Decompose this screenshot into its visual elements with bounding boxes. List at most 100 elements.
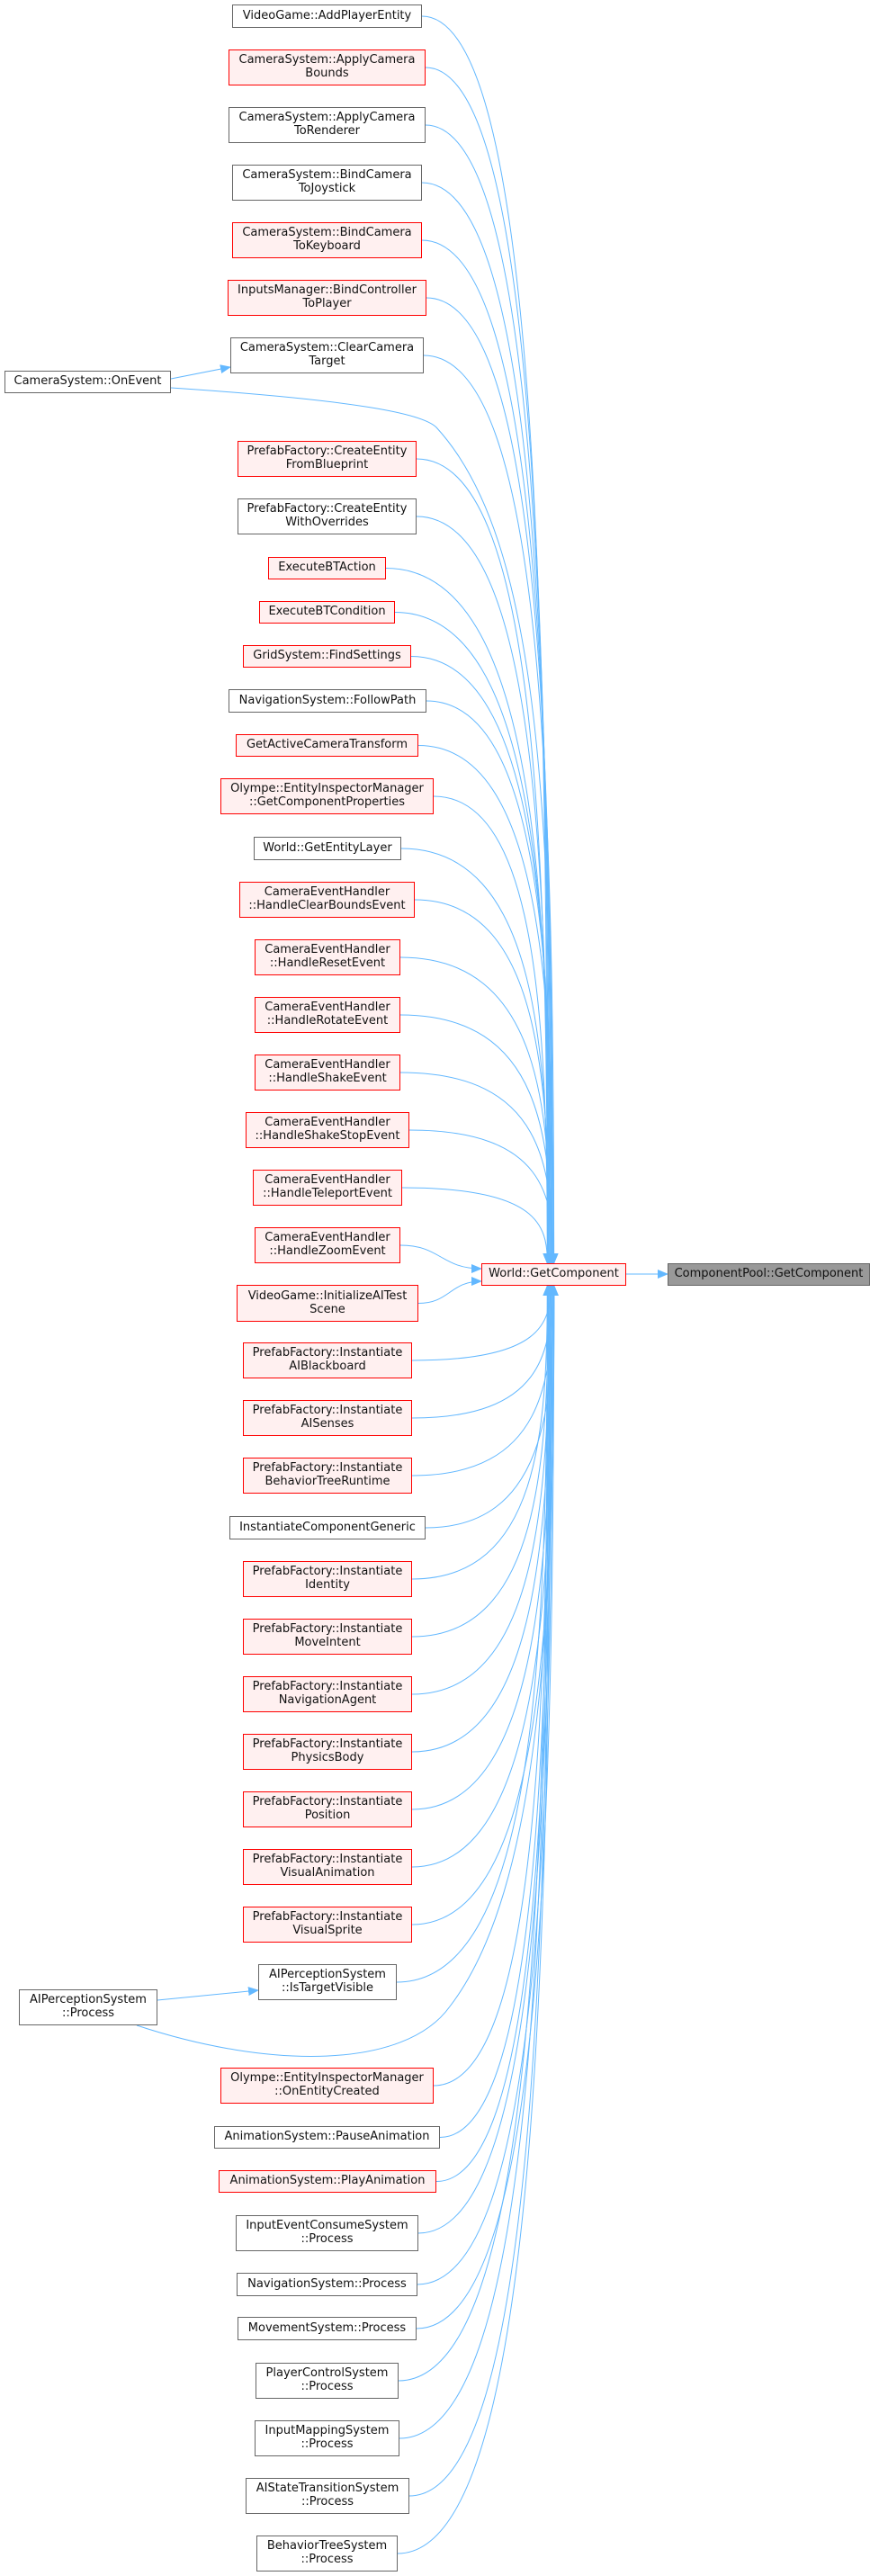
graph-node-aiperception-system-process[interactable]: AIPerceptionSystem::Process (19, 1989, 157, 2025)
graph-node-component-pool-get-component[interactable]: ComponentPool::GetComponent (668, 1263, 870, 1286)
node-label-line: PrefabFactory::CreateEntity (247, 444, 408, 459)
graph-node-camera-system-bind-camera-to-keyboard[interactable]: CameraSystem::BindCamera ToKeyboard (232, 222, 422, 258)
node-label-line: CameraSystem::ClearCamera (239, 341, 415, 355)
node-label-line: BehaviorTreeRuntime (265, 1475, 390, 1488)
graph-node-grid-system-find-settings[interactable]: GridSystem::FindSettings (243, 645, 411, 668)
call-edge (423, 355, 559, 1264)
graph-node-prefab-factory-instantiate-visual-animation[interactable]: PrefabFactory::Instantiate VisualAnimatio… (243, 1849, 412, 1885)
graph-node-world-get-component[interactable]: World::GetComponent (481, 1263, 626, 1286)
node-label-line: ComponentPool::GetComponent (674, 1267, 864, 1281)
call-edge (394, 612, 555, 1264)
graph-node-animation-system-pause-animation[interactable]: AnimationSystem::PauseAnimation (214, 2126, 440, 2149)
graph-node-instantiate-component-generic[interactable]: InstantiateComponentGeneric (229, 1516, 426, 1539)
graph-node-camera-system-clear-camera-target[interactable]: CameraSystem::ClearCamera Target (230, 337, 424, 373)
graph-node-behavior-tree-system-process[interactable]: BehaviorTreeSystem::Process (256, 2536, 398, 2572)
node-label-line: VideoGame::AddPlayerEntity (242, 8, 412, 22)
graph-node-input-event-consume-system-process[interactable]: InputEventConsumeSystem::Process (236, 2215, 418, 2251)
call-edge (411, 1285, 557, 1419)
graph-node-prefab-factory-create-entity-with-overrides[interactable]: PrefabFactory::CreateEntity WithOverrides (238, 498, 417, 534)
graph-node-prefab-factory-instantiate-aisenses[interactable]: PrefabFactory::Instantiate AISenses (243, 1400, 412, 1436)
node-label-line: MoveIntent (294, 1636, 361, 1649)
node-label-line: PrefabFactory::Instantiate (252, 1680, 403, 1694)
graph-node-player-control-system-process[interactable]: PlayerControlSystem::Process (256, 2363, 399, 2399)
node-label-line: AIBlackboard (289, 1360, 366, 1373)
call-edge (411, 1285, 552, 1580)
node-label-line: NavigationSystem::Process (247, 2276, 407, 2291)
node-label-line: AIPerceptionSystem (30, 1993, 147, 2007)
graph-node-prefab-factory-instantiate-position[interactable]: PrefabFactory::Instantiate Position (243, 1791, 412, 1827)
graph-node-prefab-factory-instantiate-navigation-agent[interactable]: PrefabFactory::Instantiate NavigationAgen… (243, 1676, 412, 1712)
call-edge (416, 516, 553, 1264)
call-edge (417, 1277, 482, 1304)
graph-node-camera-system-apply-camera-to-renderer[interactable]: CameraSystem::ApplyCamera ToRenderer (229, 107, 426, 143)
graph-node-movement-system-process[interactable]: MovementSystem::Process (238, 2317, 417, 2340)
graph-node-animation-system-play-animation[interactable]: AnimationSystem::PlayAnimation (219, 2170, 436, 2193)
call-edge (410, 656, 557, 1264)
graph-node-camera-event-handler-handle-teleport-event[interactable]: CameraEventHandler::HandleTeleportEvent (253, 1170, 402, 1206)
node-label-line: CameraSystem::ApplyCamera (238, 111, 416, 125)
node-label-line: ::Process (61, 2006, 115, 2020)
node-label-line: ::HandleZoomEvent (269, 1244, 386, 1258)
node-label-line: Scene (309, 1302, 345, 1316)
graph-node-olympe-entity-inspector-manager-get-component-properties[interactable]: Olympe::EntityInspectorManager::GetCompo… (220, 778, 434, 814)
graph-node-video-game-initialize-aitest-scene[interactable]: VideoGame::InitializeAITest Scene (237, 1285, 418, 1322)
node-label-line: InstantiateComponentGeneric (239, 1520, 416, 1534)
node-label-line: Bounds (305, 67, 349, 80)
node-label-line: PrefabFactory::Instantiate (252, 1910, 403, 1925)
node-label-line: ::Process (300, 2437, 354, 2451)
graph-node-olympe-entity-inspector-manager-on-entity-created[interactable]: Olympe::EntityInspectorManager::OnEntity… (220, 2068, 434, 2104)
graph-node-navigation-system-follow-path[interactable]: NavigationSystem::FollowPath (229, 689, 426, 713)
call-edge (411, 1285, 559, 1925)
node-label-line: AISenses (300, 1417, 354, 1431)
graph-node-prefab-factory-instantiate-move-intent[interactable]: PrefabFactory::Instantiate MoveIntent (243, 1619, 412, 1655)
graph-node-prefab-factory-create-entity-from-blueprint[interactable]: PrefabFactory::CreateEntity FromBlueprint (238, 441, 417, 477)
graph-node-aiperception-system-is-target-visible[interactable]: AIPerceptionSystem::IsTargetVisible (258, 1964, 397, 2000)
graph-node-camera-event-handler-handle-reset-event[interactable]: CameraEventHandler::HandleResetEvent (255, 939, 400, 975)
graph-node-camera-system-bind-camera-to-joystick[interactable]: CameraSystem::BindCamera ToJoystick (232, 165, 422, 201)
node-label-line: VisualAnimation (280, 1866, 375, 1880)
graph-node-navigation-system-process[interactable]: NavigationSystem::Process (237, 2273, 417, 2296)
graph-node-execute-btcondition[interactable]: ExecuteBTCondition (259, 601, 395, 624)
call-edge (416, 1285, 559, 2329)
graph-node-input-mapping-system-process[interactable]: InputMappingSystem::Process (255, 2420, 399, 2456)
graph-node-camera-event-handler-handle-shake-stop-event[interactable]: CameraEventHandler::HandleShakeStopEvent (246, 1112, 409, 1148)
graph-node-prefab-factory-instantiate-identity[interactable]: PrefabFactory::Instantiate Identity (243, 1561, 412, 1597)
node-label-line: NavigationAgent (278, 1693, 377, 1707)
call-edge (421, 182, 555, 1264)
graph-node-prefab-factory-instantiate-behavior-tree-runtime[interactable]: PrefabFactory::Instantiate BehaviorTreeRu… (243, 1458, 412, 1494)
graph-node-prefab-factory-instantiate-physics-body[interactable]: PrefabFactory::Instantiate PhysicsBody (243, 1734, 412, 1770)
node-label-line: ::HandleTeleportEvent (263, 1187, 392, 1200)
node-label-line: CameraSystem::ApplyCamera (238, 53, 416, 67)
call-edge (385, 568, 554, 1264)
graph-node-camera-system-on-event[interactable]: CameraSystem::OnEvent (4, 371, 171, 393)
node-label-line: ToJoystick (298, 182, 356, 195)
graph-node-execute-btaction[interactable]: ExecuteBTAction (268, 557, 386, 579)
graph-node-camera-event-handler-handle-zoom-event[interactable]: CameraEventHandler::HandleZoomEvent (255, 1227, 400, 1263)
graph-node-camera-system-apply-camera-bounds[interactable]: CameraSystem::ApplyCamera Bounds (229, 49, 426, 85)
graph-node-prefab-factory-instantiate-visual-sprite[interactable]: PrefabFactory::Instantiate VisualSprite (243, 1907, 412, 1943)
graph-node-camera-event-handler-handle-shake-event[interactable]: CameraEventHandler::HandleShakeEvent (255, 1055, 400, 1091)
call-edge (401, 1187, 552, 1264)
call-edge (399, 1014, 557, 1264)
node-label-line: GetActiveCameraTransform (246, 738, 408, 752)
node-label-line: AIPerceptionSystem (269, 1968, 386, 1982)
node-label-line: InputEventConsumeSystem (246, 2219, 408, 2233)
graph-node-video-game-add-player-entity[interactable]: VideoGame::AddPlayerEntity (232, 4, 422, 28)
graph-node-camera-event-handler-handle-clear-bounds-event[interactable]: CameraEventHandler::HandleClearBoundsEve… (239, 882, 415, 918)
call-edge (408, 1285, 554, 2497)
node-label-line: WithOverrides (285, 516, 369, 529)
node-label-line: PrefabFactory::Instantiate (252, 1565, 403, 1579)
node-label-line: NavigationSystem::FollowPath (238, 693, 417, 707)
graph-node-prefab-factory-instantiate-aiblackboard[interactable]: PrefabFactory::Instantiate AIBlackboard (243, 1342, 412, 1378)
node-label-line: ToRenderer (293, 124, 361, 138)
graph-node-world-get-entity-layer[interactable]: World::GetEntityLayer (254, 837, 401, 860)
node-label-line: MovementSystem::Process (247, 2320, 407, 2335)
graph-node-camera-event-handler-handle-rotate-event[interactable]: CameraEventHandler::HandleRotateEvent (255, 997, 400, 1033)
graph-node-inputs-manager-bind-controller-to-player[interactable]: InputsManager::BindController ToPlayer (228, 280, 426, 316)
node-label-line: ToPlayer (302, 297, 352, 310)
graph-node-get-active-camera-transform[interactable]: GetActiveCameraTransform (236, 734, 418, 757)
call-edge (136, 1285, 559, 2057)
graph-node-aistate-transition-system-process[interactable]: AIStateTransitionSystem::Process (246, 2478, 409, 2514)
node-label-line: GridSystem::FindSettings (253, 649, 401, 663)
node-label-line: PrefabFactory::Instantiate (252, 1795, 403, 1809)
